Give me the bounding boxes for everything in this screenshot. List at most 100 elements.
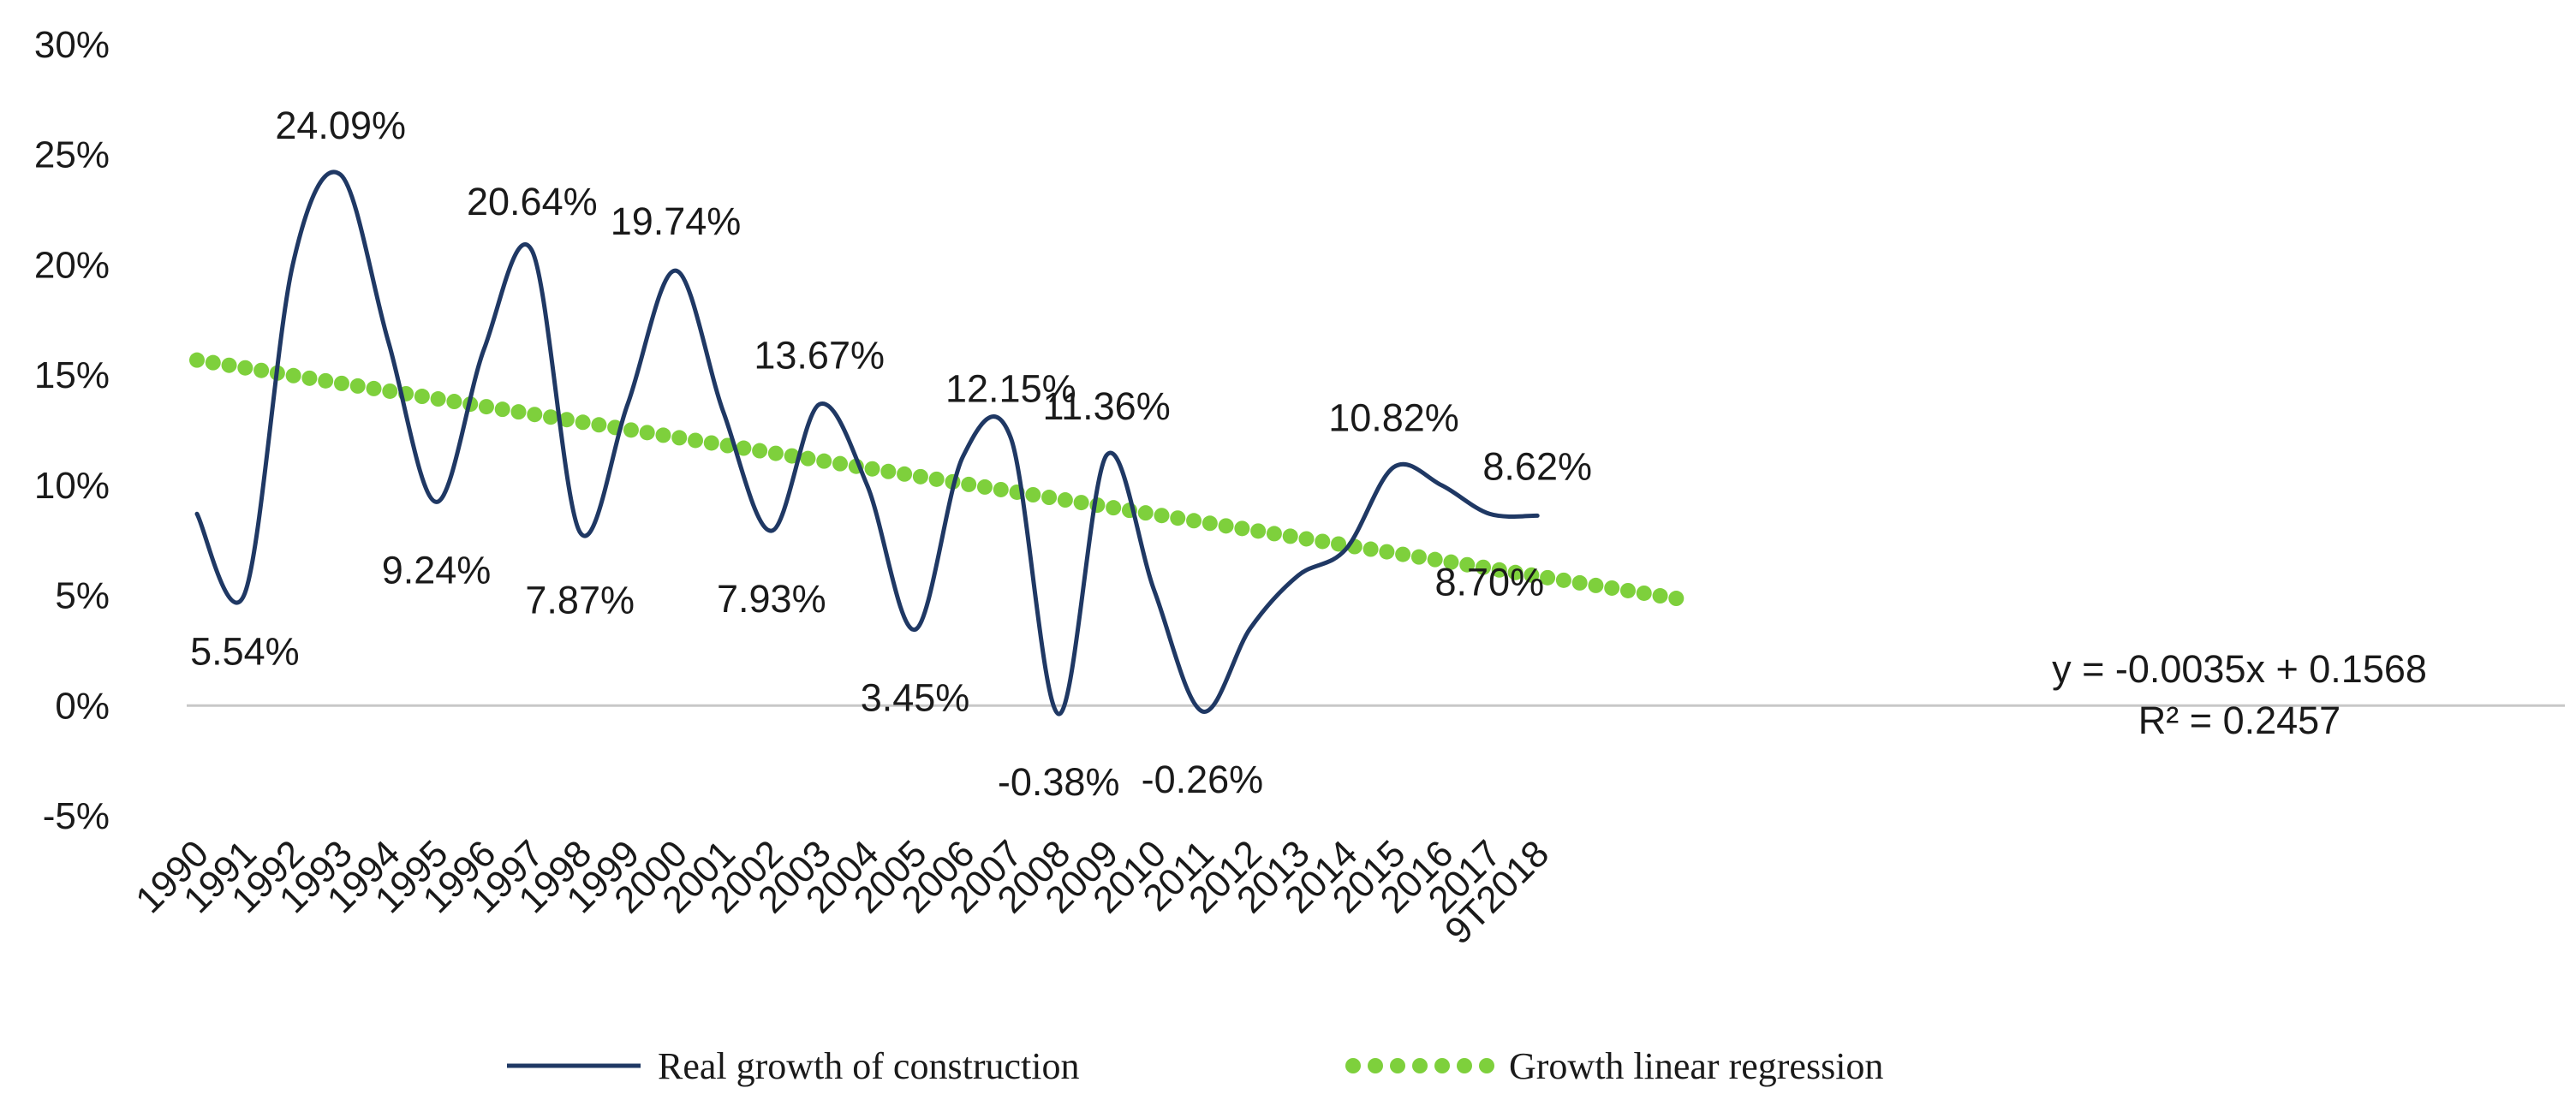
trendline-dot — [897, 466, 913, 482]
trendline-dot — [285, 367, 301, 384]
trendline-dot — [1363, 541, 1379, 557]
regression-equation-box: y = -0.0035x + 0.1568 R² = 0.2457 — [2052, 647, 2427, 742]
data-labels: 24.09% 20.64% 19.74% 13.67% 12.15%11.36% 10.8… — [190, 104, 1592, 804]
legend-dot — [1434, 1058, 1450, 1073]
trendline-dot — [1154, 508, 1170, 524]
regression-trendline — [189, 352, 1685, 607]
y-axis: -5% 0% 5% 10% 15% 20% 25% 30% — [34, 24, 110, 837]
trendline-dot — [767, 445, 784, 461]
data-label: 8.62% — [1482, 444, 1592, 488]
trendline-dot — [221, 357, 237, 373]
trendline-dot — [1202, 515, 1218, 532]
legend-dot — [1412, 1058, 1428, 1073]
y-tick-label: 25% — [34, 134, 110, 176]
data-label: 9.24% — [382, 548, 492, 592]
trendline-dot — [430, 391, 446, 407]
trendline-dot — [703, 435, 719, 451]
trendline-dot — [1041, 490, 1058, 506]
trendline-dot — [671, 430, 688, 446]
trendline-dot — [912, 468, 928, 485]
trendline-dot — [623, 422, 639, 438]
trendline-dot — [1476, 559, 1492, 575]
data-label: 20.64% — [467, 180, 598, 223]
y-tick-label: 10% — [34, 465, 110, 507]
trendline-dot — [1250, 523, 1267, 539]
data-label: 24.09% — [275, 104, 406, 147]
trendline-dot — [1282, 528, 1298, 544]
trendline-dot — [382, 383, 398, 399]
trendline-dot — [494, 401, 510, 418]
legend: Real growth of construction Growth linea… — [507, 1045, 1883, 1087]
trendline-dot — [1395, 546, 1411, 562]
trendline-dot — [1588, 577, 1604, 593]
trendline-dot — [1073, 495, 1089, 511]
trendline-dot — [736, 440, 752, 456]
data-label: 7.87% — [525, 579, 635, 622]
legend-item-real-growth: Real growth of construction — [507, 1045, 1079, 1087]
trendline-dot — [993, 481, 1009, 497]
trendline-dot — [1668, 591, 1685, 607]
trendline-dot — [1170, 510, 1186, 526]
data-label: 11.36% — [1042, 384, 1170, 428]
data-label: -0.26% — [1142, 758, 1264, 801]
legend-dot — [1345, 1058, 1361, 1073]
trendline-dot — [1137, 505, 1154, 521]
trendline-dot — [189, 352, 205, 368]
trendline-dot — [1636, 585, 1652, 601]
series-line-real-growth — [194, 169, 1540, 716]
legend-dot — [1457, 1058, 1472, 1073]
trendline-dot — [558, 412, 575, 428]
trendline-dot — [1491, 562, 1507, 578]
data-label: 7.93% — [717, 577, 826, 621]
y-tick-label: 30% — [34, 24, 110, 66]
trendline-dot — [1555, 572, 1571, 588]
data-label: 3.45% — [861, 675, 970, 719]
trendline-dot — [1218, 518, 1234, 534]
trendline-dot — [333, 375, 349, 391]
trendline-dot — [655, 427, 671, 443]
legend-swatch-dotted — [1345, 1058, 1494, 1073]
legend-label-real-growth: Real growth of construction — [658, 1045, 1079, 1087]
trendline-dot — [976, 479, 993, 495]
trendline-dot — [928, 471, 945, 487]
data-label: -0.38% — [998, 760, 1120, 804]
trendline-dot — [880, 463, 897, 479]
trendline-dot — [237, 360, 253, 376]
legend-dot — [1479, 1058, 1494, 1073]
legend-dot — [1368, 1058, 1383, 1073]
trendline-dot — [1315, 533, 1331, 550]
trendline-dot — [784, 448, 800, 464]
y-tick-label: 0% — [55, 685, 110, 727]
trendline-dot — [1234, 520, 1250, 537]
trendline-dot — [253, 362, 270, 378]
regression-equation: y = -0.0035x + 0.1568 — [2052, 647, 2427, 691]
trendline-dot — [318, 372, 334, 389]
data-label: 10.82% — [1328, 396, 1459, 440]
trendline-dot — [800, 450, 816, 467]
trendline-dot — [688, 432, 704, 449]
trendline-dot — [1507, 564, 1524, 580]
trendline-dot — [1427, 551, 1443, 568]
trendline-dot — [1186, 513, 1202, 529]
trendline-dot — [1025, 486, 1041, 502]
trendline-dot — [864, 461, 880, 477]
trendline-dot — [639, 425, 655, 441]
trendline-dot — [1057, 492, 1073, 508]
data-label: 5.54% — [190, 630, 300, 674]
trendline-dot — [1652, 588, 1668, 604]
trendline-dot — [1298, 531, 1315, 547]
trendline-dot — [301, 370, 318, 386]
trendline-dot — [591, 417, 607, 433]
trendline-dot — [1331, 536, 1347, 552]
data-label: 8.70% — [1434, 560, 1544, 604]
trendline-dot — [832, 455, 849, 472]
data-label: 12.15% — [945, 367, 1076, 411]
y-tick-label: 15% — [34, 354, 110, 396]
trendline-dot — [961, 476, 977, 492]
x-axis: 1990199119921993199419951996199719981999… — [128, 832, 1557, 952]
legend-dot — [1390, 1058, 1405, 1073]
trendline-dot — [1524, 567, 1540, 583]
trendline-dot — [1540, 569, 1556, 586]
trendline-dot — [510, 404, 527, 420]
